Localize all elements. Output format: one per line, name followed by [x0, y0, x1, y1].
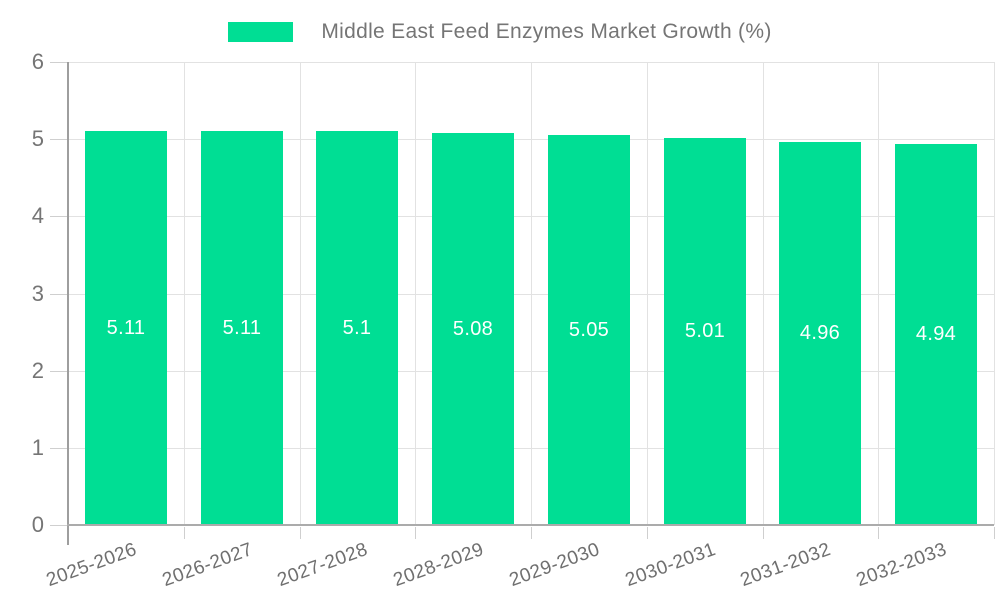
- gridline-vertical: [878, 62, 879, 525]
- x-axis-tick: [647, 527, 648, 539]
- y-axis-tick-label: 4: [31, 203, 44, 228]
- bar-value-label: 5.08: [452, 317, 494, 340]
- x-axis-label-2028-2029: 2028-2029: [390, 539, 487, 592]
- y-axis-tick-label: 5: [31, 126, 44, 151]
- x-axis-label-2027-2028: 2027-2028: [274, 539, 371, 592]
- bar-2032-2033[interactable]: 4.94: [895, 144, 977, 525]
- y-axis-tick-label: 3: [31, 281, 44, 306]
- bar-2031-2032[interactable]: 4.96: [779, 142, 861, 525]
- legend-label: Middle East Feed Enzymes Market Growth (…: [321, 20, 772, 43]
- bar-value-label: 5.1: [342, 316, 372, 339]
- x-axis-tick: [878, 527, 879, 539]
- gridline-vertical: [415, 62, 416, 525]
- y-axis-tick-label: 0: [31, 512, 44, 537]
- bar-2030-2031[interactable]: 5.01: [664, 138, 746, 525]
- y-axis-tick: [50, 294, 68, 295]
- legend-swatch-icon: [228, 22, 294, 42]
- x-axis-label-2029-2030: 2029-2030: [506, 539, 603, 592]
- bar-2026-2027[interactable]: 5.11: [201, 131, 283, 525]
- y-axis-line: [67, 62, 69, 545]
- bar-value-label: 5.01: [684, 320, 726, 342]
- x-axis-tick: [994, 527, 995, 539]
- x-axis-label-2026-2027: 2026-2027: [159, 539, 256, 592]
- bar-value-label: 4.94: [915, 323, 957, 345]
- bar-value-label: 5.05: [568, 318, 610, 341]
- y-axis-tick: [50, 525, 68, 526]
- y-axis-tick-label: 1: [31, 435, 44, 460]
- x-axis-label-2025-2026: 2025-2026: [43, 539, 140, 592]
- legend[interactable]: Middle East Feed Enzymes Market Growth (…: [0, 17, 1000, 47]
- gridline-vertical: [184, 62, 185, 525]
- y-axis-tick-label: 6: [31, 49, 44, 74]
- y-axis-tick: [50, 139, 68, 140]
- x-axis-label-2031-2032: 2031-2032: [737, 539, 834, 592]
- x-axis-line: [67, 524, 994, 526]
- y-axis-tick: [50, 371, 68, 372]
- x-axis-tick: [184, 527, 185, 539]
- bar-value-label: 4.96: [799, 322, 841, 344]
- gridline-vertical: [647, 62, 648, 525]
- y-axis-tick-label: 2: [31, 358, 44, 383]
- x-axis-tick: [415, 527, 416, 539]
- bar-2029-2030[interactable]: 5.05: [548, 135, 630, 525]
- bar-2027-2028[interactable]: 5.1: [316, 131, 398, 525]
- gridline-vertical: [994, 62, 995, 525]
- bar-value-label: 5.11: [106, 316, 146, 339]
- y-axis-tick: [50, 62, 68, 63]
- gridline-vertical: [763, 62, 764, 525]
- bar-2028-2029[interactable]: 5.08: [432, 133, 514, 525]
- gridline-vertical: [300, 62, 301, 525]
- x-axis-tick: [300, 527, 301, 539]
- gridline-vertical: [531, 62, 532, 525]
- y-axis-tick: [50, 216, 68, 217]
- x-axis-label-2032-2033: 2032-2033: [853, 539, 950, 592]
- bar-2025-2026[interactable]: 5.11: [85, 131, 167, 525]
- y-axis-tick: [50, 448, 68, 449]
- x-axis-tick: [763, 527, 764, 539]
- x-axis-tick: [531, 527, 532, 539]
- x-axis-label-2030-2031: 2030-2031: [622, 539, 719, 592]
- bar-value-label: 5.11: [222, 316, 262, 339]
